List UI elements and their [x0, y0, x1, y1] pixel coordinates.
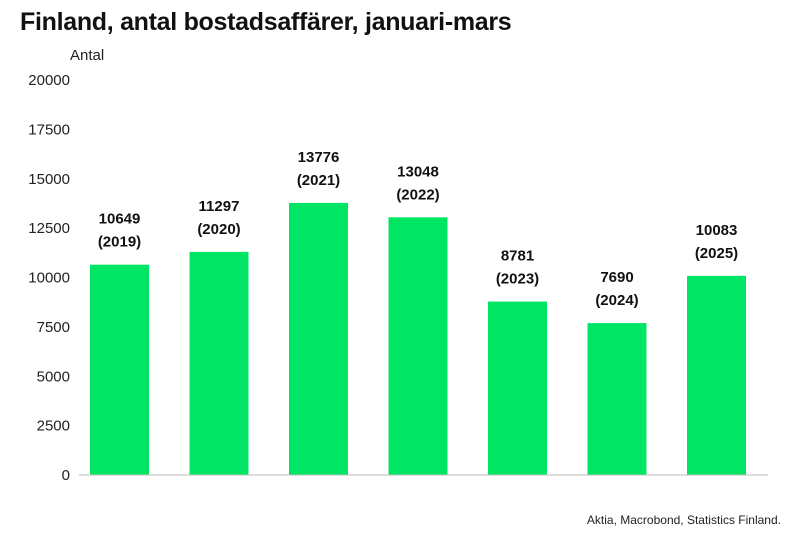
data-label-year: (2019) — [98, 234, 141, 251]
bar-2020 — [189, 251, 249, 475]
data-label-value: 10083 — [696, 222, 738, 239]
data-label-value: 11297 — [199, 198, 240, 215]
data-label-value: 7690 — [600, 269, 633, 286]
data-labels: 10649 (2019) 11297 (2020) 13776 (2021) 13048 (2… — [98, 149, 738, 309]
data-label-value: 10649 — [99, 211, 141, 228]
bar-2019 — [90, 264, 149, 475]
bar-2021 — [289, 202, 348, 475]
y-tick-label: 20000 — [28, 72, 70, 89]
data-label-year: (2024) — [595, 292, 638, 309]
data-label-year: (2020) — [197, 221, 240, 238]
data-label-year: (2023) — [496, 271, 539, 288]
data-label-value: 13776 — [298, 149, 340, 166]
data-label-year: (2025) — [695, 245, 738, 262]
y-tick-label: 12500 — [28, 220, 70, 237]
data-label-year: (2021) — [297, 172, 340, 189]
bar-2024 — [587, 323, 647, 475]
bar-2025 — [687, 275, 746, 475]
data-label-year: (2022) — [396, 186, 439, 203]
y-tick-label: 17500 — [28, 121, 70, 138]
data-label-value: 13048 — [397, 163, 439, 180]
y-tick-label: 7500 — [37, 319, 70, 336]
bar-2022 — [388, 217, 448, 475]
source-note: Aktia, Macrobond, Statistics Finland. — [586, 513, 781, 527]
bar-2023 — [488, 301, 547, 475]
y-tick-label: 5000 — [37, 368, 70, 385]
y-tick-label: 10000 — [28, 270, 70, 287]
y-axis-unit-label: Antal — [70, 47, 104, 64]
bars — [90, 202, 746, 475]
y-tick-label: 2500 — [37, 418, 70, 435]
chart-title: Finland, antal bostadsaffärer, januari-m… — [20, 8, 512, 36]
y-tick-label: 0 — [62, 467, 70, 484]
y-axis-ticks: 0 2500 5000 7500 10000 12500 15000 17500 20000 — [28, 72, 70, 484]
y-tick-label: 15000 — [28, 171, 70, 188]
data-label-value: 8781 — [501, 248, 534, 265]
